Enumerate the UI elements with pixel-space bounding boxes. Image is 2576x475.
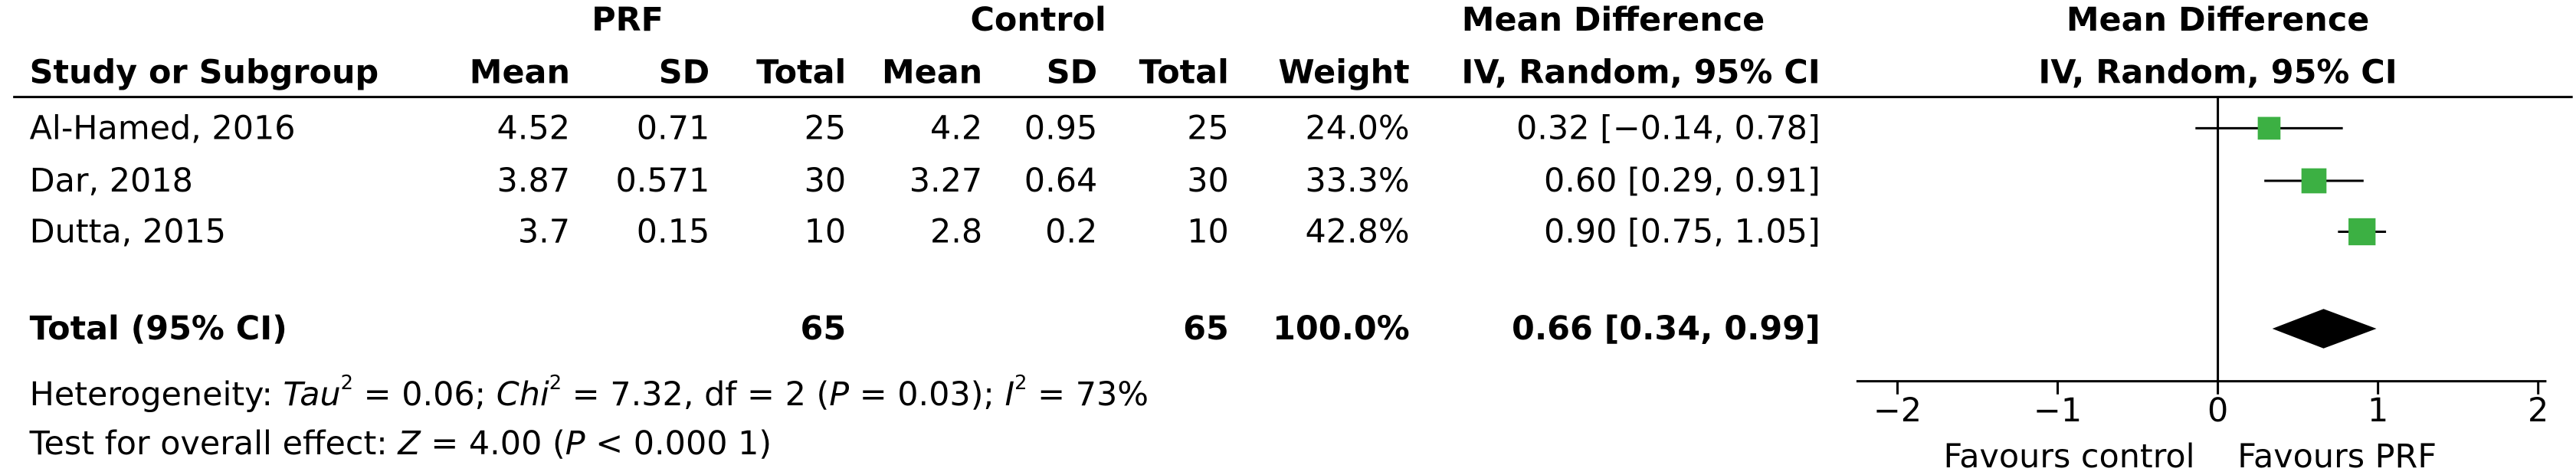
table-cell: 0.2: [1045, 212, 1097, 251]
table-cell: 42.8%: [1305, 212, 1409, 251]
pooled-diamond: [2272, 309, 2377, 349]
x-tick-label: 2: [2528, 391, 2548, 430]
table-cell: 0.571: [616, 162, 710, 200]
plot-title: Mean Difference: [2066, 1, 2369, 39]
table-cell: 2.8: [930, 212, 982, 251]
table-cell: 0.95: [1024, 109, 1097, 147]
x-tick-label: 1: [2368, 391, 2388, 430]
table-cell: 0.90 [0.75, 1.05]: [1544, 212, 1821, 251]
column-header: Total: [1139, 54, 1229, 92]
table-cell: 3.7: [518, 212, 570, 251]
table-cell: 0.64: [1024, 162, 1097, 200]
group-header: PRF: [592, 1, 664, 39]
table-cell: 0.71: [637, 109, 710, 147]
total-cell: 0.66 [0.34, 0.99]: [1512, 310, 1821, 348]
table-cell: 0.60 [0.29, 0.91]: [1544, 162, 1821, 200]
table-cell: 30: [1187, 162, 1229, 200]
table-cell: 25: [805, 109, 847, 147]
table-cell: 24.0%: [1305, 109, 1409, 147]
study-square: [2301, 168, 2327, 194]
total-cell: 65: [1183, 310, 1229, 348]
table-cell: 3.87: [497, 162, 570, 200]
table-cell: Al-Hamed, 2016: [30, 109, 296, 147]
table-cell: 25: [1187, 109, 1229, 147]
overall-effect: Test for overall effect: Z = 4.00 (P < 0…: [29, 424, 772, 463]
table-cell: 4.2: [930, 109, 982, 147]
column-header: Total: [756, 54, 846, 92]
table-cell: 33.3%: [1305, 162, 1409, 200]
study-square: [2348, 218, 2376, 246]
table-cell: 0.15: [637, 212, 710, 251]
plot-subtitle: IV, Random, 95% CI: [2038, 54, 2397, 92]
column-header: Study or Subgroup: [30, 54, 379, 92]
table-cell: Dutta, 2015: [30, 212, 226, 251]
column-header: SD: [1047, 54, 1097, 92]
group-header: Mean Difference: [1462, 1, 1765, 39]
table-cell: 4.52: [497, 109, 570, 147]
total-cell: 100.0%: [1273, 310, 1410, 348]
table-cell: 10: [1187, 212, 1229, 251]
heterogeneity: Heterogeneity: Tau2 = 0.06; Chi2 = 7.32,…: [30, 372, 1149, 414]
x-label: Favours PRF: [2237, 437, 2437, 475]
table-cell: 3.27: [909, 162, 982, 200]
total-cell: 65: [801, 310, 847, 348]
total-cell: Total (95% CI): [30, 310, 287, 348]
group-header: Control: [970, 1, 1106, 39]
column-header: SD: [659, 54, 710, 92]
column-header: IV, Random, 95% CI: [1461, 54, 1820, 92]
x-label: Favours control: [1944, 437, 2195, 475]
study-square: [2257, 116, 2281, 140]
x-tick-label: 0: [2207, 391, 2228, 430]
x-tick-label: −2: [1873, 391, 1922, 430]
table-cell: 0.32 [−0.14, 0.78]: [1516, 109, 1821, 147]
column-header: Weight: [1278, 54, 1409, 92]
table-cell: 30: [805, 162, 847, 200]
table-cell: Dar, 2018: [30, 162, 193, 200]
x-tick-label: −1: [2034, 391, 2082, 430]
column-header: Mean: [470, 54, 570, 92]
table-cell: 10: [805, 212, 847, 251]
column-header: Mean: [882, 54, 982, 92]
